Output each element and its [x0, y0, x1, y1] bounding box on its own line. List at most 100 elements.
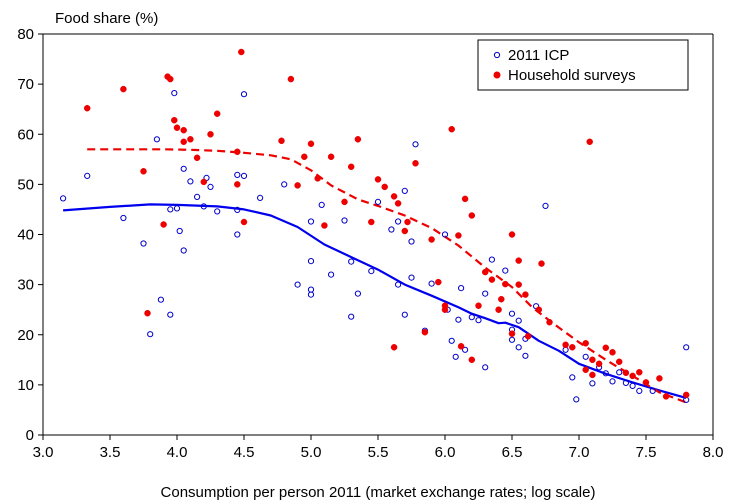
y-axis-ticks: 0 10 20 30 40 50 60 70 80 — [17, 26, 43, 444]
survey-point — [622, 369, 630, 377]
icp-trend-line — [63, 203, 687, 399]
survey-point — [602, 344, 610, 352]
survey-point — [278, 137, 285, 145]
survey-point — [538, 260, 545, 267]
icp-point — [515, 344, 522, 351]
y-tick-label: 60 — [17, 126, 34, 143]
icp-point — [307, 258, 315, 265]
icp-point — [157, 296, 164, 303]
survey-point — [656, 375, 663, 382]
icp-point — [569, 374, 576, 381]
survey-point — [515, 281, 522, 288]
icp-point — [573, 396, 580, 403]
icp-point — [475, 317, 482, 324]
survey-point — [287, 75, 295, 83]
icp-point — [609, 378, 616, 385]
survey-point — [428, 236, 435, 243]
legend: 2011 ICP Household surveys — [477, 39, 689, 91]
icp-point — [187, 178, 194, 185]
survey-point — [327, 153, 335, 161]
icp-point — [374, 198, 382, 205]
icp-point — [455, 316, 462, 323]
y-tick-label: 20 — [17, 327, 34, 344]
icp-point — [636, 387, 643, 394]
survey-point — [140, 168, 147, 175]
survey-point — [455, 232, 462, 239]
x-tick-label: 4.0 — [167, 444, 188, 461]
survey-point — [629, 372, 636, 380]
icp-point — [368, 268, 375, 275]
icp-point — [171, 90, 178, 97]
icp-point — [488, 256, 495, 263]
icp-point — [508, 310, 516, 317]
survey-point — [83, 104, 91, 112]
survey-point — [240, 218, 248, 226]
survey-point — [120, 85, 127, 93]
icp-point — [616, 369, 623, 376]
survey-point — [495, 306, 502, 313]
survey-point — [481, 268, 489, 276]
survey-point — [374, 176, 382, 183]
survey-point — [294, 182, 301, 189]
icp-point — [307, 218, 315, 225]
y-tick-label: 80 — [17, 26, 34, 43]
icp-point — [140, 240, 147, 247]
icp-point — [622, 379, 630, 386]
survey-point — [301, 153, 308, 161]
icp-point — [167, 311, 174, 318]
icp-point — [582, 353, 589, 360]
survey-point — [394, 200, 402, 207]
survey-point — [515, 257, 522, 264]
x-tick-label: 5.0 — [301, 444, 322, 461]
legend-survey-label: Household surveys — [508, 67, 636, 84]
survey-point — [502, 280, 509, 288]
icp-point — [482, 364, 489, 371]
icp-point — [60, 195, 67, 202]
icp-point — [408, 238, 415, 245]
x-tick-label: 3.0 — [33, 444, 54, 461]
survey-point — [160, 221, 167, 228]
survey-point — [180, 138, 187, 146]
icp-point — [167, 206, 174, 213]
survey-point — [662, 393, 670, 400]
legend-box — [477, 39, 689, 91]
survey-point — [180, 126, 187, 134]
icp-point — [395, 281, 402, 288]
icp-point — [515, 317, 522, 324]
survey-point — [468, 212, 476, 219]
survey-point — [461, 195, 469, 203]
icp-point — [388, 226, 395, 233]
icp-point — [408, 274, 415, 281]
icp-point — [180, 247, 187, 254]
survey-point — [522, 291, 529, 298]
icp-point — [348, 313, 355, 320]
icp-point — [194, 193, 201, 200]
survey-point — [475, 302, 482, 309]
icp-point — [542, 202, 549, 209]
survey-point — [448, 125, 455, 133]
icp-point — [281, 181, 288, 188]
x-tick-label: 4.5 — [234, 444, 255, 461]
survey-point — [569, 344, 576, 351]
y-tick-label: 40 — [17, 227, 34, 244]
icp-point — [458, 285, 465, 292]
x-tick-label: 6.0 — [435, 444, 456, 461]
survey-point — [642, 379, 650, 386]
survey-point — [404, 218, 411, 226]
survey-point — [193, 154, 201, 162]
icp-point — [649, 387, 656, 394]
x-axis-ticks: 3.0 3.5 4.0 4.5 5.0 5.5 6.0 6.5 7.0 7.5 8.0 — [33, 435, 723, 461]
icp-point — [468, 314, 475, 321]
icp-point — [452, 353, 459, 360]
survey-point — [213, 110, 221, 117]
icp-point — [395, 218, 402, 225]
survey-point — [401, 227, 409, 235]
survey-point — [187, 136, 194, 143]
survey-point — [508, 330, 516, 337]
survey-point — [435, 278, 442, 286]
icp-point — [120, 214, 127, 222]
icp-point — [354, 290, 361, 297]
icp-point — [401, 311, 408, 318]
survey-point — [207, 131, 214, 138]
